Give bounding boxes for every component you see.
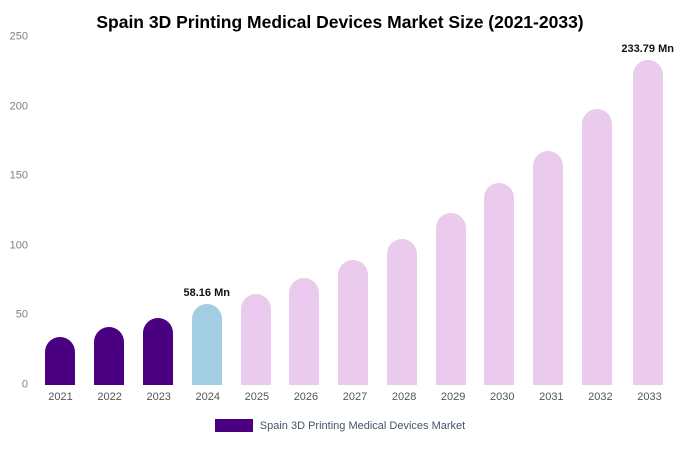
bar-2024[interactable]: [191, 304, 222, 385]
bar-2031[interactable]: [533, 151, 564, 385]
x-tick-label: 2022: [97, 391, 122, 403]
x-tick-label: 2033: [637, 391, 662, 403]
bar-2021[interactable]: [45, 336, 76, 385]
bar-slot: [475, 37, 524, 385]
bar-2033[interactable]: [632, 59, 663, 385]
bar-2022[interactable]: [94, 327, 125, 385]
x-tick-label: 2021: [48, 391, 73, 403]
bar-slot: [524, 37, 573, 385]
bar-slot: [85, 37, 134, 385]
x-tick-label: 2026: [293, 391, 319, 403]
x-tick-label: 2025: [244, 391, 270, 403]
bar-slot: [426, 37, 475, 385]
y-tick-label: 150: [9, 169, 28, 182]
bar-slot: [377, 37, 426, 385]
y-tick-label: 250: [9, 30, 28, 43]
y-tick-label: 0: [21, 378, 28, 391]
chart-title: Spain 3D Printing Medical Devices Market…: [96, 12, 584, 32]
bar-2026[interactable]: [289, 277, 320, 385]
x-tick-label: 2031: [539, 391, 564, 403]
bar-slot: 233.79 Mn: [621, 37, 674, 385]
x-axis: 2021 2022 2023 2024 2025 2026 2027 2028 2029 2030…: [36, 391, 674, 403]
bar-series: 58.16 Mn 233.79 Mn: [36, 37, 674, 385]
bar-value-label: 233.79 Mn: [621, 42, 674, 55]
y-tick-label: 50: [15, 308, 28, 321]
bar-slot: [573, 37, 622, 385]
x-tick-label: 2028: [391, 391, 417, 403]
x-tick-label: 2023: [146, 391, 171, 403]
bar-2025[interactable]: [240, 293, 271, 385]
legend-label: Spain 3D Printing Medical Devices Market: [259, 419, 466, 432]
x-tick-label: 2024: [195, 391, 221, 403]
bar-slot: [36, 37, 85, 385]
bar-slot: [280, 37, 329, 385]
x-tick-label: 2029: [440, 391, 466, 403]
bar-slot: 58.16 Mn: [182, 37, 231, 385]
bar-slot: [329, 37, 378, 385]
bar-slot: [134, 37, 183, 385]
bar-slot: [231, 37, 280, 385]
bar-value-label: 58.16 Mn: [183, 287, 230, 300]
x-tick-label: 2030: [490, 391, 515, 403]
bar-2032[interactable]: [581, 109, 612, 385]
x-tick-label: 2032: [588, 391, 613, 403]
y-tick-label: 200: [9, 100, 28, 113]
bar-2027[interactable]: [338, 259, 369, 385]
bar-2029[interactable]: [435, 213, 466, 385]
bar-2023[interactable]: [142, 318, 173, 385]
legend-swatch: [214, 419, 253, 432]
legend[interactable]: Spain 3D Printing Medical Devices Market: [0, 419, 680, 432]
plot-area: 0 50 100 150 200 250 58.16 Mn 233.79 Mn: [10, 31, 674, 390]
y-tick-label: 100: [9, 239, 28, 252]
bar-2028[interactable]: [386, 238, 417, 385]
x-tick-label: 2027: [342, 391, 368, 403]
bar-2030[interactable]: [484, 183, 515, 385]
